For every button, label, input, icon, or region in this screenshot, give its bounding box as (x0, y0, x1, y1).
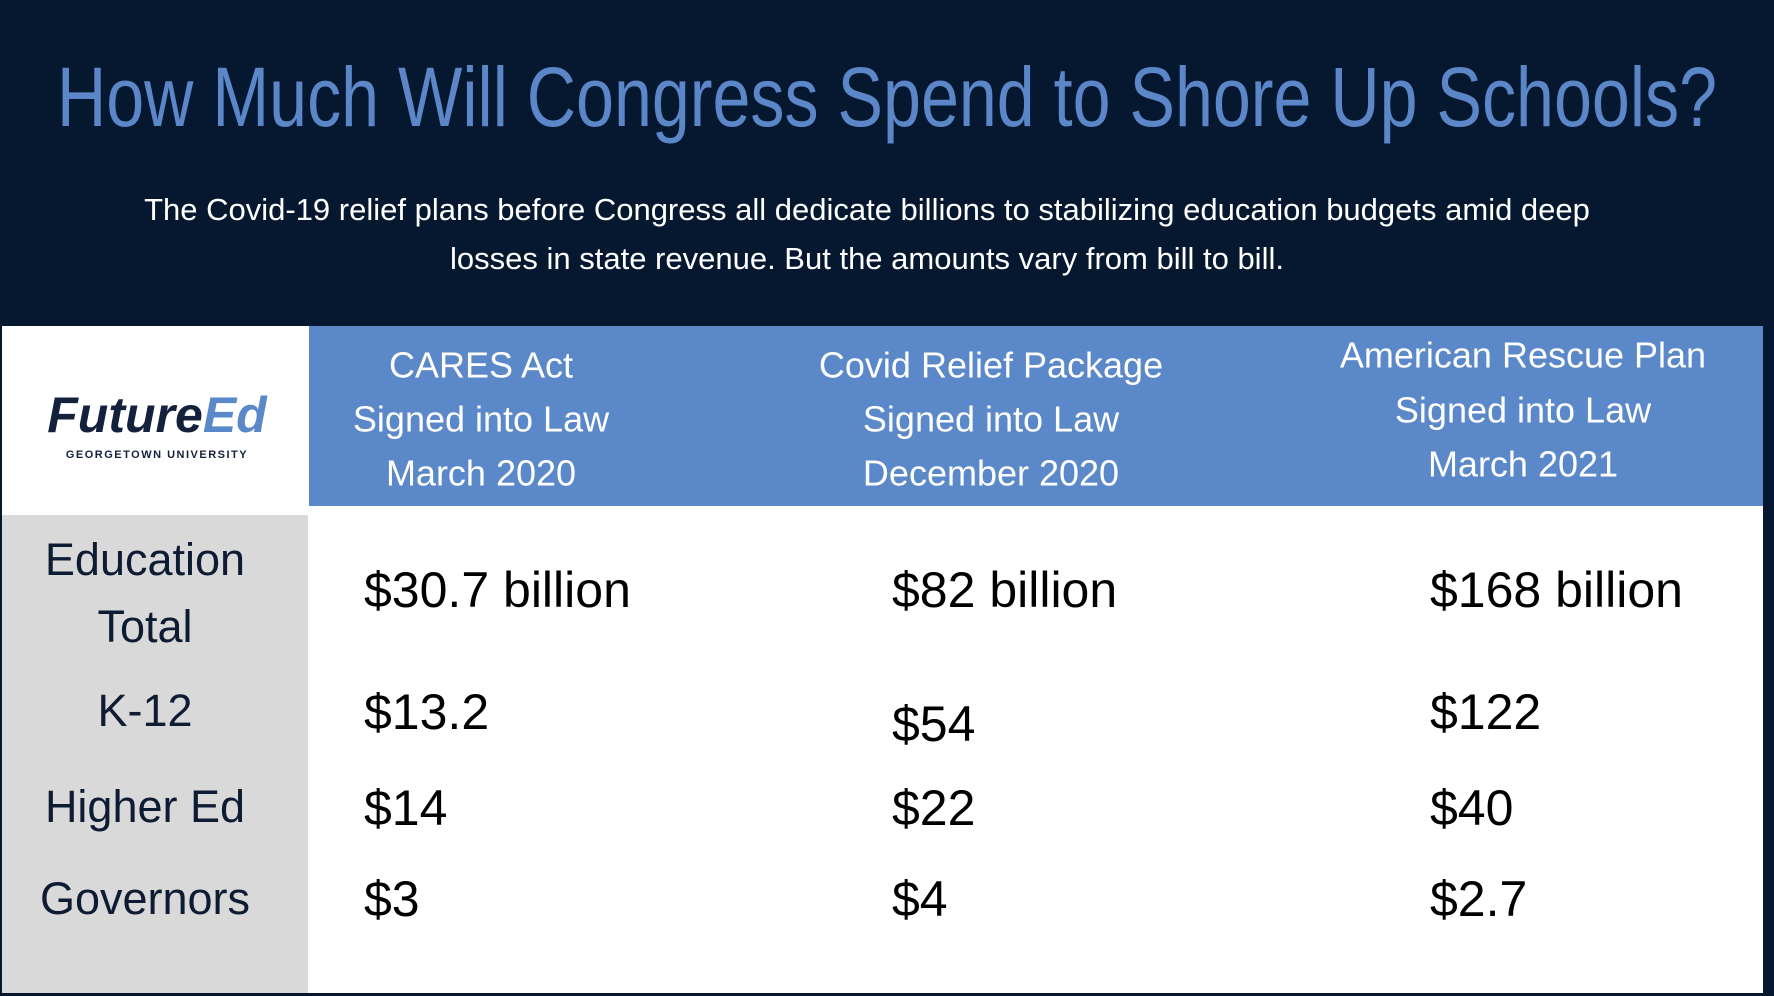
row-label: Higher Ed (45, 781, 245, 832)
column-header: American Rescue Plan (1340, 335, 1706, 376)
table-cell: $4 (892, 871, 948, 927)
table-cell: $30.7 billion (364, 562, 631, 618)
logo-part: Ed (203, 387, 268, 443)
column-header: CARES Act (389, 345, 573, 386)
table-cell: $14 (364, 780, 447, 836)
subtitle-line: The Covid-19 relief plans before Congres… (144, 192, 1590, 227)
column-header: December 2020 (863, 453, 1119, 494)
row-label: K-12 (97, 685, 192, 736)
table-cell: $13.2 (364, 684, 489, 740)
table-cell: $22 (892, 780, 975, 836)
column-header: Signed into Law (863, 399, 1120, 440)
table-cell: $122 (1430, 684, 1541, 740)
table-cell: $82 billion (892, 562, 1117, 618)
title: How Much Will Congress Spend to Shore Up… (57, 50, 1717, 144)
row-label: Governors (40, 873, 250, 924)
logo-part: Future (47, 387, 203, 443)
row-label-column (2, 515, 308, 993)
logo: FutureEd (47, 387, 268, 443)
table-cell: $3 (364, 871, 420, 927)
column-header: Covid Relief Package (819, 345, 1163, 386)
table-cell: $40 (1430, 780, 1513, 836)
column-header: Signed into Law (353, 399, 610, 440)
column-header: Signed into Law (1395, 390, 1652, 431)
table: CARES Act Signed into Law March 2020 Covid … (40, 335, 1706, 928)
column-header: March 2020 (386, 453, 576, 494)
row-label: Total (97, 601, 192, 652)
row-label: Education (45, 534, 245, 585)
logo-org: GEORGETOWN UNIVERSITY (66, 449, 248, 461)
table-cell: $2.7 (1430, 871, 1527, 927)
header-band (309, 326, 1763, 506)
table-cell: $54 (892, 696, 975, 752)
table-cell: $168 billion (1430, 562, 1683, 618)
column-header: March 2021 (1428, 444, 1618, 485)
subtitle-line: losses in state revenue. But the amounts… (450, 241, 1284, 276)
